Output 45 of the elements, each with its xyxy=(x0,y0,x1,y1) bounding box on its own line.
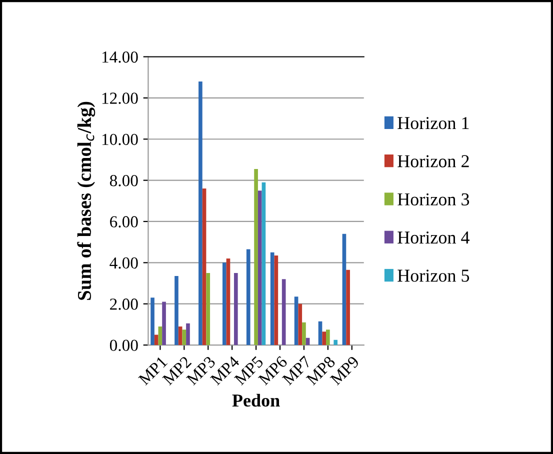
bar xyxy=(254,168,258,346)
bar xyxy=(234,272,238,346)
y-tick-label: 10.00 xyxy=(102,134,138,146)
bar xyxy=(274,255,278,346)
bar xyxy=(182,330,186,346)
y-axis-title: Sum of bases (cmol$_{c}$/kg) xyxy=(77,102,96,300)
bar xyxy=(318,321,322,346)
bar xyxy=(198,81,202,346)
legend-label: Horizon 1 xyxy=(398,117,469,130)
bar xyxy=(342,234,346,346)
y-tick-label: 2.00 xyxy=(110,298,138,310)
bar xyxy=(262,182,266,346)
bar xyxy=(202,188,206,346)
legend-label: Horizon 4 xyxy=(398,231,470,244)
bar xyxy=(186,323,190,346)
bar xyxy=(302,322,306,346)
y-tick-label: 14.00 xyxy=(102,51,138,63)
bar xyxy=(326,330,330,346)
y-tick-label: 6.00 xyxy=(110,216,138,228)
bar xyxy=(334,340,338,346)
bar xyxy=(162,302,166,346)
bar xyxy=(154,334,158,346)
legend-label: Horizon 5 xyxy=(398,270,470,282)
legend-label: Horizon 2 xyxy=(398,155,469,168)
bar xyxy=(174,276,178,346)
bar xyxy=(270,252,274,346)
y-tick-label: 8.00 xyxy=(110,175,138,186)
y-tick-label: 12.00 xyxy=(102,92,138,104)
bar xyxy=(178,326,182,346)
x-axis-title: Pedon xyxy=(232,394,280,407)
bar xyxy=(206,272,210,346)
y-tick-label: 4.00 xyxy=(110,257,138,269)
bar xyxy=(298,304,302,346)
bar xyxy=(158,326,162,346)
bar xyxy=(150,298,154,346)
bar xyxy=(282,279,286,346)
bar xyxy=(258,190,262,346)
bar xyxy=(322,332,326,346)
legend-label: Horizon 3 xyxy=(398,193,470,206)
bar xyxy=(294,296,298,346)
bar xyxy=(222,262,226,346)
y-tick-label: 0.00 xyxy=(110,340,138,352)
bar xyxy=(346,270,350,346)
bar xyxy=(226,258,230,346)
bar xyxy=(246,249,250,346)
